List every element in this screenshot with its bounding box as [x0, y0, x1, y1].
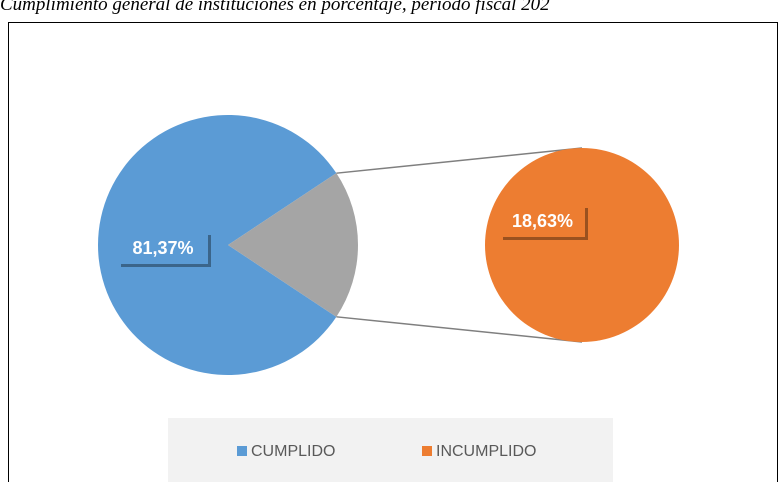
chart-frame — [8, 22, 778, 482]
other-slice — [228, 173, 358, 317]
data-label: 81,37% — [132, 238, 193, 258]
legend-swatch — [422, 446, 432, 456]
chart-title: Cumplimiento general de instituciones en… — [0, 0, 550, 15]
legend-box — [168, 418, 613, 482]
data-label: 18,63% — [512, 211, 573, 231]
legend-swatch — [237, 446, 247, 456]
legend-label: CUMPLIDO — [251, 443, 335, 460]
connector-line — [336, 316, 583, 343]
label-box — [118, 232, 208, 264]
legend-label: INCUMPLIDO — [436, 443, 536, 460]
pie-slice — [97, 115, 337, 376]
label-box — [500, 205, 585, 237]
connector-line — [336, 147, 583, 174]
secondary-pie-slice — [485, 148, 679, 342]
